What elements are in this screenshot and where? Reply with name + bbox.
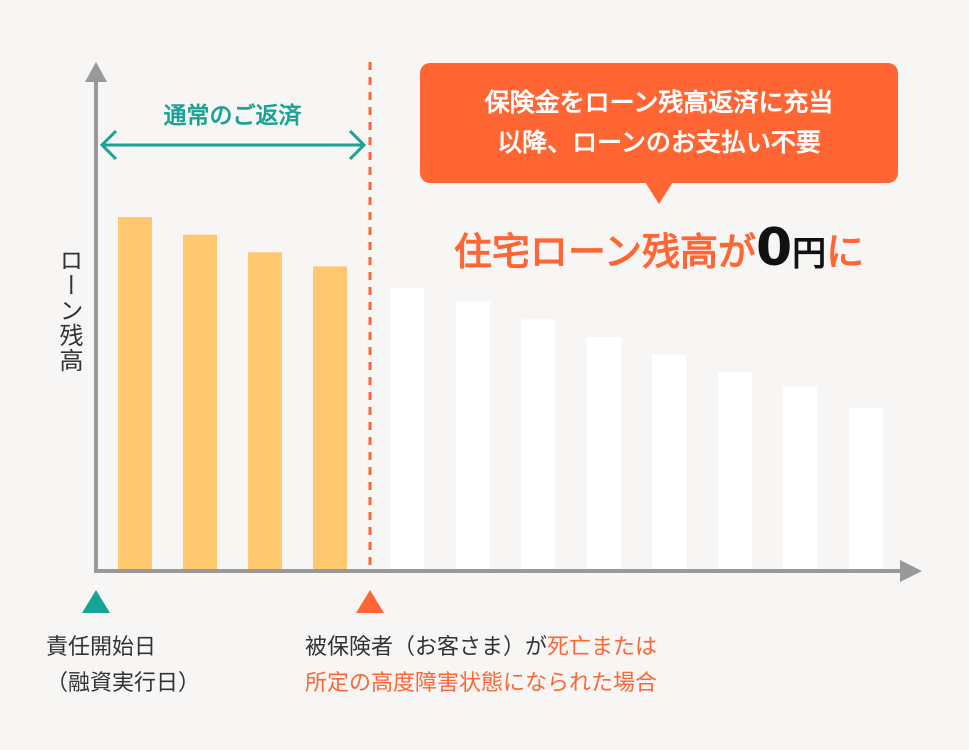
- paid-balance-bar: [313, 266, 347, 570]
- result-suffix: に: [826, 230, 865, 274]
- normal-repayment-label: 通常のご返済: [163, 103, 302, 129]
- arrow-left-icon: [99, 129, 118, 161]
- result-yen: 円: [792, 234, 827, 274]
- result-prefix: 住宅ローン残高が: [453, 230, 756, 274]
- arrow-right-icon: [348, 129, 367, 161]
- start-marker-label: 責任開始日 （融資実行日）: [46, 630, 201, 702]
- x-axis-arrow-icon: [900, 560, 922, 582]
- start-line-1: 責任開始日: [46, 635, 157, 660]
- y-axis-label: ローン残高: [55, 248, 83, 373]
- start-marker-triangle-icon: [82, 590, 110, 613]
- result-headline: 住宅ローン残高が0円に: [420, 218, 898, 278]
- result-zero: 0: [755, 218, 793, 278]
- covered-balance-bar: [587, 337, 621, 570]
- callout-line-2: 以降、ローンのお支払い不要: [497, 128, 821, 157]
- covered-balance-bar: [783, 386, 817, 570]
- paid-balance-bar: [183, 234, 217, 570]
- paid-balance-bar: [118, 217, 152, 570]
- covered-balance-bar: [390, 287, 424, 570]
- y-axis-arrow-icon: [85, 62, 107, 82]
- event-line-1-highlight: 死亡または: [547, 635, 658, 660]
- covered-balance-bar: [456, 301, 490, 570]
- covered-balance-bar: [652, 354, 686, 570]
- event-line-2-highlight: 所定の高度障害状態になられた場合: [305, 671, 658, 696]
- covered-balance-bar: [849, 407, 883, 570]
- callout-tail: [645, 182, 673, 204]
- event-line-1-plain: 被保険者（お客さま）が: [305, 635, 548, 660]
- callout-box: 保険金をローン残高返済に充当 以降、ローンのお支払い不要: [420, 63, 898, 183]
- event-marker-label: 被保険者（お客さま）が死亡または 所定の高度障害状態になられた場合: [305, 630, 657, 702]
- paid-balance-bar: [248, 252, 282, 571]
- event-marker-triangle-icon: [356, 590, 384, 613]
- start-line-2: （融資実行日）: [46, 671, 201, 696]
- covered-balance-bar: [521, 319, 555, 570]
- covered-balance-bar: [718, 372, 752, 570]
- callout-line-1: 保険金をローン残高返済に充当: [484, 88, 834, 117]
